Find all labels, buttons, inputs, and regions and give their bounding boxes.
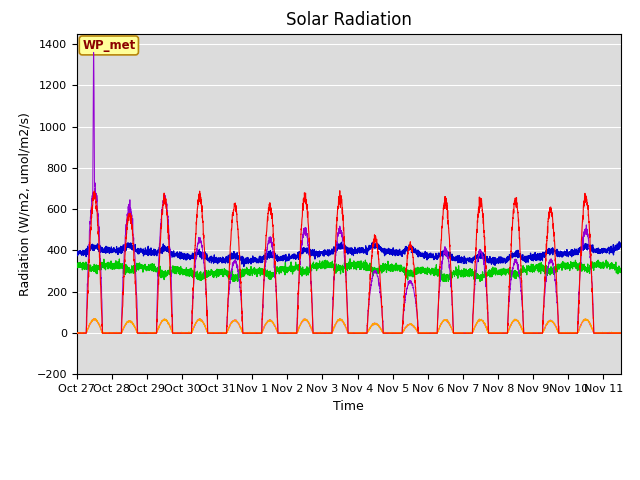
X-axis label: Time: Time bbox=[333, 400, 364, 413]
Legend: Shortwave In, Shortwave Out, Longwave In, Longwave Out, PAR in, PAR out: Shortwave In, Shortwave Out, Longwave In… bbox=[31, 475, 640, 480]
Title: Solar Radiation: Solar Radiation bbox=[286, 11, 412, 29]
Y-axis label: Radiation (W/m2, umol/m2/s): Radiation (W/m2, umol/m2/s) bbox=[18, 112, 31, 296]
Text: WP_met: WP_met bbox=[82, 39, 136, 52]
